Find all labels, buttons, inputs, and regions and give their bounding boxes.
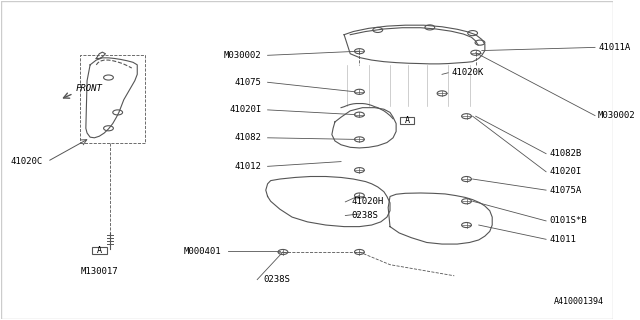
Text: 41012: 41012 (235, 162, 262, 171)
Text: 41020C: 41020C (11, 157, 43, 166)
Text: 41020I: 41020I (229, 105, 262, 114)
Text: A410001394: A410001394 (554, 297, 604, 306)
Text: 41020K: 41020K (451, 68, 483, 77)
Text: 0101S*B: 0101S*B (549, 216, 587, 225)
Text: M030002: M030002 (598, 111, 636, 120)
Text: M030002: M030002 (224, 51, 262, 60)
Text: 41011A: 41011A (598, 43, 630, 52)
Text: 41075: 41075 (235, 78, 262, 87)
Text: 41082: 41082 (235, 133, 262, 142)
Text: A: A (97, 245, 102, 255)
Bar (401, 117, 414, 124)
Text: A: A (404, 116, 410, 125)
Text: 41082B: 41082B (549, 149, 581, 158)
Text: M130017: M130017 (81, 267, 118, 276)
Text: 41020I: 41020I (549, 167, 581, 176)
Text: 0238S: 0238S (263, 275, 290, 284)
Text: FRONT: FRONT (76, 84, 103, 93)
Text: 0238S: 0238S (351, 211, 378, 220)
Bar (92, 247, 108, 253)
Text: 41020H: 41020H (351, 197, 384, 206)
Text: 41011: 41011 (549, 235, 576, 244)
Text: 41075A: 41075A (549, 186, 581, 195)
Text: M000401: M000401 (184, 246, 221, 256)
